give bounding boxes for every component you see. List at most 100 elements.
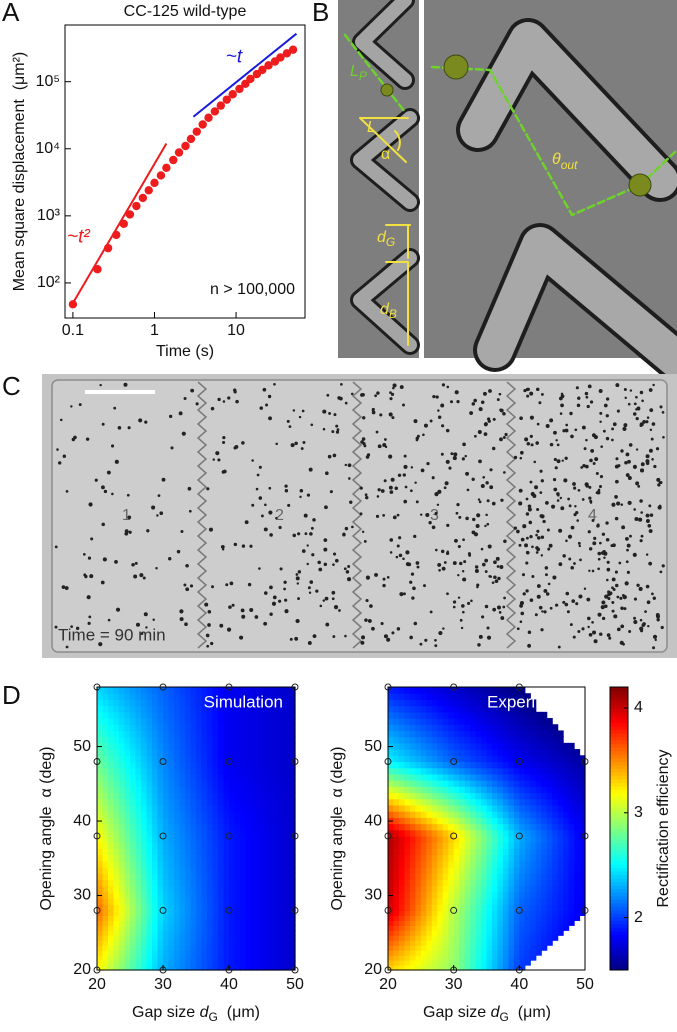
cell (386, 637, 391, 642)
colorbar-step (610, 743, 628, 748)
cell (535, 533, 538, 537)
contour-cell (420, 811, 427, 818)
contour-cell (108, 773, 115, 781)
contour-cell (475, 823, 482, 831)
contour-cell (453, 854, 460, 862)
contour-cell (393, 742, 400, 750)
contour-cell (273, 910, 280, 916)
contour-cell (196, 860, 203, 868)
contour-cell (130, 693, 137, 701)
contour-cell (459, 835, 466, 843)
cell (456, 502, 460, 507)
contour-cell (464, 955, 471, 961)
cell (428, 521, 432, 525)
contour-cell (481, 798, 488, 806)
contour-cell (174, 910, 181, 916)
contour-cell (519, 786, 526, 794)
cell (577, 489, 581, 492)
cell (145, 626, 148, 629)
cell (651, 592, 654, 596)
contour-cell (481, 829, 488, 837)
contour-cell (146, 773, 153, 781)
contour-cell (284, 718, 291, 725)
contour-cell (185, 767, 192, 775)
cell (519, 620, 523, 624)
contour-cell (273, 798, 280, 806)
cell (296, 582, 300, 585)
contour-cell (409, 711, 416, 719)
cell (423, 584, 426, 588)
contour-cell (475, 935, 482, 941)
cell (361, 437, 366, 441)
contour-cell (108, 767, 115, 775)
cell (85, 437, 90, 441)
contour-cell (278, 879, 285, 887)
contour-cell (437, 749, 444, 756)
cell (217, 458, 221, 462)
contour-cell (524, 736, 531, 744)
contour-cell (262, 965, 269, 971)
contour-cell (256, 829, 263, 837)
channel-wall (460, 22, 677, 198)
cell (398, 553, 403, 558)
contour-cell (234, 798, 241, 806)
contour-cell (530, 786, 537, 794)
contour-cell (568, 823, 575, 831)
contour-cell (519, 718, 526, 725)
contour-cell (568, 817, 575, 825)
contour-cell (146, 950, 153, 956)
contour-cell (442, 898, 449, 905)
contour-cell (491, 687, 499, 694)
contour-cell (245, 842, 252, 849)
contour-cell (262, 873, 269, 880)
contour-cell (426, 798, 433, 806)
contour-cell (404, 835, 411, 843)
contour-cell (459, 798, 466, 806)
contour-cell (475, 848, 482, 856)
contour-cell (519, 742, 526, 750)
contour-cell (404, 811, 411, 818)
b-label: α (381, 146, 390, 163)
contour-cell (541, 804, 548, 812)
contour-cell (464, 940, 471, 946)
contour-cell (284, 755, 291, 763)
cell (557, 645, 561, 649)
colorbar-step (610, 694, 628, 699)
cell (487, 419, 491, 423)
contour-cell (119, 804, 126, 812)
contour-cell (404, 711, 411, 719)
contour-cell (196, 879, 203, 887)
contour-cell (459, 767, 466, 775)
contour-cell (497, 866, 504, 874)
contour-cell (404, 693, 411, 701)
cell (465, 471, 470, 476)
cell (556, 459, 561, 464)
contour-cell (174, 773, 181, 781)
cell (652, 634, 658, 639)
contour-cell (426, 835, 433, 843)
contour-cell (546, 925, 553, 931)
contour-cell (513, 786, 520, 794)
contour-cell (415, 699, 422, 707)
contour-cell (415, 848, 422, 856)
contour-cell (574, 798, 581, 806)
contour-cell (415, 945, 422, 951)
contour-cell (179, 811, 186, 818)
contour-cell (179, 829, 186, 837)
contour-cell (273, 873, 280, 880)
cell (633, 616, 637, 620)
contour-cell (442, 718, 449, 725)
contour-cell (415, 736, 422, 744)
contour-cell (234, 950, 241, 956)
contour-cell (563, 854, 570, 862)
cell (655, 447, 660, 451)
contour-cell (459, 811, 466, 818)
contour-cell (152, 960, 159, 966)
contour-cell (426, 885, 433, 893)
contour-cell (146, 786, 153, 794)
contour-cell (201, 848, 208, 856)
contour-cell (108, 804, 115, 812)
contour-cell (393, 829, 400, 837)
contour-cell (415, 718, 422, 725)
contour-cell (415, 835, 422, 843)
